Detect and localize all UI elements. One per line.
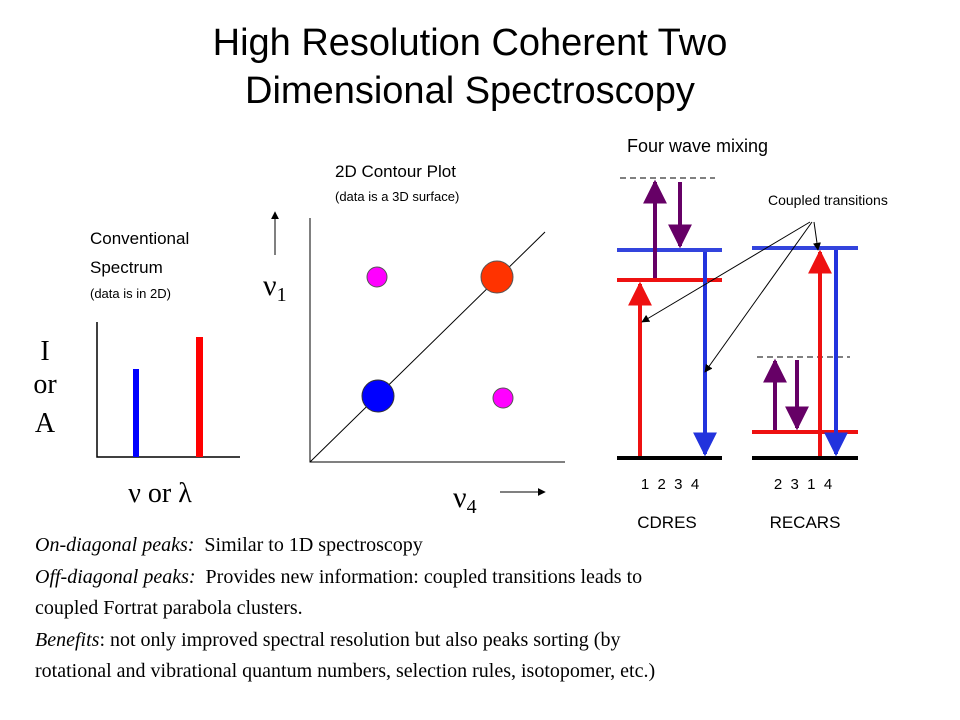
axis-label: ν4 [453, 481, 477, 518]
order: 1 2 3 4 [641, 476, 699, 493]
note: (data is in 2D) [90, 286, 171, 301]
pointer [641, 221, 811, 323]
axes [96, 322, 240, 458]
title: High Resolution Coherent Two Dimensional… [213, 22, 728, 112]
note-text: Similar to 1D spectroscopy [204, 534, 422, 556]
symbol: ν [453, 481, 467, 514]
note-label: Off-diagonal peaks: [35, 566, 196, 588]
peak [366, 266, 388, 288]
note-line: Benefits: not only improved spectral res… [35, 629, 620, 651]
note-text: : not only improved spectral resolution … [99, 629, 620, 651]
label: Spectrum [90, 258, 163, 277]
label: 2D Contour Plot [335, 162, 456, 181]
pointers [641, 221, 821, 373]
axis-label: ν1 [263, 269, 287, 306]
note-line: coupled Fortrat parabola clusters. [35, 597, 303, 619]
label: Conventional [90, 229, 189, 248]
title-line: High Resolution Coherent Two [213, 22, 728, 64]
peak [480, 260, 514, 294]
note-label: Benefits [35, 629, 100, 651]
pointer [813, 221, 821, 251]
peak [196, 337, 203, 457]
pointer [704, 221, 813, 373]
y-label: I or A [33, 336, 57, 439]
y-label-line: A [35, 408, 56, 439]
recars-levels [752, 246, 858, 460]
note-label: On-diagonal peaks: [35, 534, 194, 556]
note-line: rotational and vibrational quantum numbe… [35, 660, 655, 682]
subscript: 4 [467, 496, 477, 518]
axes [309, 218, 565, 463]
cdres-levels [617, 177, 722, 460]
symbol: ν [263, 269, 277, 302]
diagonal [309, 231, 546, 463]
y-label-line: or [33, 369, 57, 400]
notes: On-diagonal peaks: Similar to 1D spectros… [35, 534, 655, 682]
annotation: Coupled transitions [768, 192, 888, 208]
order: 2 3 1 4 [774, 476, 832, 493]
x-label: ν or λ [128, 478, 192, 509]
label: Four wave mixing [627, 136, 768, 156]
y-label-line: I [40, 336, 49, 367]
peak [492, 387, 514, 409]
note: (data is a 3D surface) [335, 189, 459, 204]
peak [361, 379, 395, 413]
note-line: Off-diagonal peaks: Provides new informat… [35, 566, 642, 588]
note-line: On-diagonal peaks: Similar to 1D spectros… [35, 534, 423, 556]
scheme-name: CDRES [637, 513, 697, 532]
subscript: 1 [277, 284, 287, 306]
scheme-name: RECARS [770, 513, 841, 532]
title-line: Dimensional Spectroscopy [245, 70, 695, 112]
note-text: Provides new information: coupled transi… [206, 566, 643, 588]
peak [133, 369, 139, 457]
